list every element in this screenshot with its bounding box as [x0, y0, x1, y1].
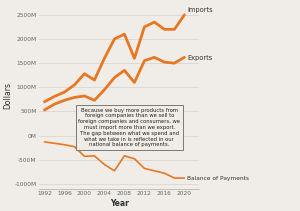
X-axis label: Year: Year: [110, 199, 129, 208]
Text: Exports: Exports: [187, 55, 212, 61]
Y-axis label: Dollars: Dollars: [3, 82, 12, 109]
Text: Balance of Payments: Balance of Payments: [187, 176, 249, 181]
Text: Because we buy more products from
foreign companies than we sell to
foreign comp: Because we buy more products from foreig…: [78, 108, 180, 147]
Text: Imports: Imports: [187, 7, 212, 14]
